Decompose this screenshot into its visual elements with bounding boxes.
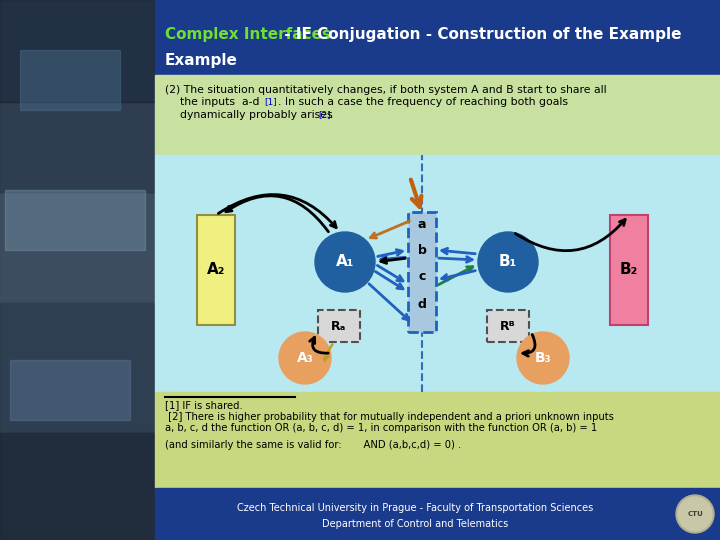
Text: (and similarly the same is valid for:       AND (a,b,c,d) = 0) .: (and similarly the same is valid for: AN… (165, 440, 462, 450)
Text: [1]: [1] (264, 97, 276, 106)
Text: Complex Interfaces: Complex Interfaces (165, 28, 331, 43)
Bar (0, 192, 155, 302)
Text: A₂: A₂ (207, 262, 225, 278)
Text: [1] IF is shared.: [1] IF is shared. (165, 400, 243, 410)
Bar (155, 155, 720, 392)
Text: Czech Technical University in Prague - Faculty of Transportation Sciences: Czech Technical University in Prague - F… (237, 503, 593, 513)
Bar (155, 75, 720, 155)
Text: CTU: CTU (687, 511, 703, 517)
Bar (0, 102, 155, 192)
Bar (20, 50, 120, 110)
Text: a: a (418, 218, 426, 231)
Bar (610, 215, 648, 325)
Circle shape (478, 232, 538, 292)
Circle shape (676, 495, 714, 533)
FancyBboxPatch shape (408, 212, 436, 332)
Text: B₃: B₃ (535, 351, 552, 365)
Text: Department of Control and Telematics: Department of Control and Telematics (322, 519, 508, 529)
Text: d: d (418, 298, 426, 310)
Text: - IF Conjugation - Construction of the Example: - IF Conjugation - Construction of the E… (279, 28, 682, 43)
Bar (0, 302, 155, 432)
Text: (2) The situation quantitatively changes, if both system A and B start to share : (2) The situation quantitatively changes… (165, 85, 607, 95)
Bar (10, 360, 130, 420)
Text: Rᴮ: Rᴮ (500, 320, 516, 333)
Text: B₁: B₁ (499, 254, 517, 269)
Bar (0, 0, 155, 102)
Bar (5, 190, 145, 250)
Text: a, b, c, d the function OR (a, b, c, d) = 1, in comparison with the function OR : a, b, c, d the function OR (a, b, c, d) … (165, 423, 598, 433)
Text: b: b (418, 244, 426, 256)
Bar (155, 0, 720, 75)
Text: [2]: [2] (318, 110, 330, 119)
Text: A₃: A₃ (297, 351, 313, 365)
FancyBboxPatch shape (487, 310, 529, 342)
Text: .: . (330, 110, 333, 120)
Text: [2] There is higher probability that for mutually independent and a priori unkno: [2] There is higher probability that for… (165, 412, 614, 422)
Text: the inputs  a-d: the inputs a-d (180, 97, 259, 107)
Bar (155, 488, 720, 540)
Circle shape (678, 497, 712, 531)
Circle shape (279, 332, 331, 384)
Text: dynamically probably arises: dynamically probably arises (180, 110, 333, 120)
FancyBboxPatch shape (318, 310, 360, 342)
Bar (0, 432, 155, 540)
Text: B₂: B₂ (620, 262, 638, 278)
Text: Example: Example (165, 52, 238, 68)
Bar (197, 215, 235, 325)
Circle shape (517, 332, 569, 384)
Text: A₁: A₁ (336, 254, 354, 269)
Bar (155, 392, 720, 488)
Text: c: c (418, 271, 426, 284)
Text: . In such a case the frequency of reaching both goals: . In such a case the frequency of reachi… (278, 97, 568, 107)
Circle shape (315, 232, 375, 292)
Text: Rₐ: Rₐ (331, 320, 347, 333)
Bar (0, 0, 155, 540)
